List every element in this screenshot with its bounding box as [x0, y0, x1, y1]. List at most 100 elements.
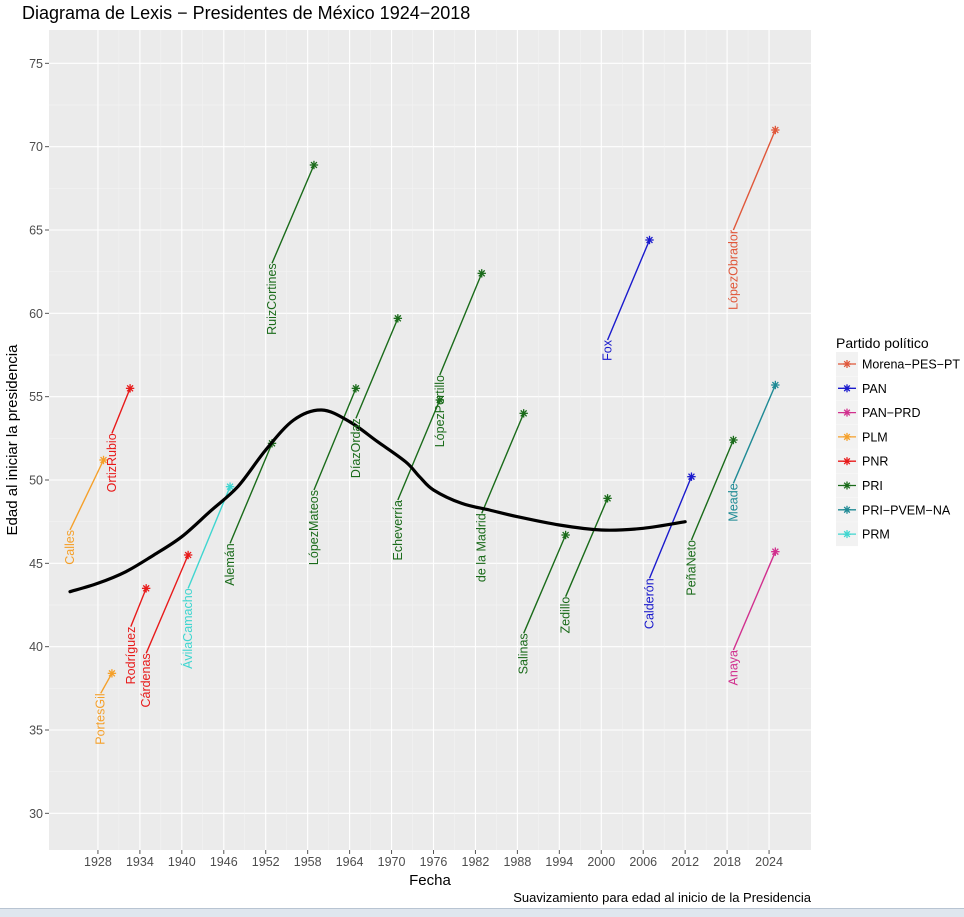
y-tick-label: 35 — [29, 724, 43, 738]
point-meade — [771, 380, 780, 390]
segment-calles — [69, 459, 105, 531]
y-tick-label: 30 — [29, 807, 43, 821]
x-tick-label: 1928 — [84, 855, 112, 869]
x-tick-label: 2024 — [755, 855, 783, 869]
label-peñaneto: PeñaNeto — [684, 540, 698, 596]
point-lópezmateos — [351, 384, 361, 393]
caption: Suavizamiento para edad al inicio de la … — [513, 890, 812, 905]
label-echeverría: Echeverría — [391, 500, 405, 560]
y-tick-label: 55 — [29, 390, 43, 404]
legend-star-pri — [843, 481, 851, 490]
point-zedillo — [603, 494, 612, 503]
label-calderón: Calderón — [643, 578, 657, 629]
y-tick-label: 50 — [29, 474, 43, 488]
smooth-curve — [68, 408, 687, 594]
x-tick-label: 1964 — [336, 855, 364, 869]
x-tick-label: 1988 — [503, 855, 531, 869]
x-tick-label: 2012 — [671, 855, 699, 869]
legend-label-pri: PRI — [862, 479, 883, 493]
segment-cárdenas — [145, 554, 189, 654]
legend-label-pnr: PNR — [862, 455, 888, 469]
label-lópezobrador: LópezObrador — [726, 230, 740, 310]
segment-fox — [606, 239, 651, 341]
point-ávilacamacho — [225, 482, 235, 491]
legend-label-plm: PLM — [862, 430, 888, 444]
x-tick-label: 1976 — [420, 855, 448, 869]
x-tick-label: 1982 — [462, 855, 490, 869]
point-portesgil — [107, 669, 117, 678]
segment-ruizcortines — [271, 164, 315, 264]
segment-portesgil — [100, 672, 113, 694]
segment-peñaneto — [690, 439, 735, 541]
segment-rodríguez — [130, 588, 147, 627]
y-tick-label: 45 — [29, 557, 43, 571]
segment-ortizrubio — [111, 388, 131, 434]
segment-calderón — [648, 476, 693, 579]
label-díazordaz: DíazOrdaz — [349, 418, 363, 478]
point-lópezportillo — [477, 269, 486, 278]
legend-label-prm: PRM — [862, 528, 890, 542]
x-tick-label: 1934 — [126, 855, 154, 869]
label-fox: Fox — [601, 339, 615, 361]
point-peñaneto — [729, 435, 738, 445]
label-ruizcortines: RuizCortines — [265, 263, 279, 335]
legend-star-pan-prd — [843, 408, 851, 417]
label-lópezportillo: LópezPortillo — [433, 375, 447, 447]
x-tick-label: 2006 — [629, 855, 657, 869]
point-cárdenas — [183, 550, 193, 560]
point-salinas — [561, 530, 570, 540]
segment-ávilacamacho — [187, 486, 231, 589]
legend-title: Partido político — [836, 335, 929, 351]
segment-lópezobrador — [732, 129, 776, 231]
y-axis-title: Edad al iniciar la presidencia — [4, 344, 21, 536]
legend-star-plm — [843, 432, 851, 441]
x-tick-label: 1940 — [168, 855, 196, 869]
label-portesgil: PortesGil — [94, 693, 108, 744]
y-tick-label: 75 — [29, 57, 43, 71]
label-ortizrubio: OrtizRubio — [105, 433, 119, 492]
label-calles: Calles — [63, 530, 77, 565]
point-anaya — [771, 547, 780, 556]
x-tick-label: 1946 — [210, 855, 238, 869]
label-cárdenas: Cárdenas — [139, 653, 153, 707]
point-calderón — [687, 472, 696, 481]
x-tick-label: 1952 — [252, 855, 280, 869]
segment-salinas — [523, 534, 567, 634]
point-echeverría — [435, 395, 444, 405]
segment-alemán — [229, 443, 273, 544]
label-zedillo: Zedillo — [559, 597, 573, 634]
x-tick-label: 2018 — [713, 855, 741, 869]
label-salinas: Salinas — [517, 633, 531, 674]
x-axis-ticks: 1928 1934 1940 1946 1952 1958 1964 1970 1976 1982… — [84, 850, 783, 869]
segment-lópezmateos — [313, 388, 357, 491]
x-tick-label: 2000 — [587, 855, 615, 869]
point-rodríguez — [141, 584, 151, 593]
y-tick-label: 70 — [29, 140, 43, 154]
window-bottom-bar — [0, 908, 964, 917]
label-ávilacamacho: ÁvilaCamacho — [180, 588, 195, 669]
legend: Partido político Morena−PES−PT PAN PAN−PRD… — [836, 335, 960, 547]
point-lópezobrador — [771, 125, 780, 135]
point-calles — [99, 455, 108, 465]
segment-zedillo — [564, 498, 609, 597]
legend-label-pan: PAN — [862, 382, 887, 396]
x-tick-label: 1994 — [545, 855, 573, 869]
point-fox — [645, 235, 654, 245]
legend-label-morena-pes-pt: Morena−PES−PT — [862, 358, 960, 372]
segment-echeverría — [397, 399, 441, 501]
chart-title: Diagrama de Lexis − Presidentes de Méxic… — [22, 3, 470, 23]
y-tick-label: 65 — [29, 224, 43, 238]
point-ortizrubio — [125, 384, 135, 393]
legend-star-pnr — [843, 457, 851, 466]
legend-label-pri-pvem-na: PRI−PVEM−NA — [862, 503, 951, 517]
segment-díazordaz — [355, 318, 399, 419]
y-tick-label: 40 — [29, 640, 43, 654]
point-de-la-madrid — [519, 409, 528, 418]
president-labels: Calles PortesGil OrtizRubio Rodríguez Cárden… — [63, 230, 740, 745]
point-díazordaz — [393, 314, 403, 323]
x-tick-label: 1958 — [294, 855, 322, 869]
legend-label-pan-prd: PAN−PRD — [862, 406, 920, 420]
x-tick-label: 1970 — [378, 855, 406, 869]
segment-de-la-madrid — [481, 413, 525, 514]
